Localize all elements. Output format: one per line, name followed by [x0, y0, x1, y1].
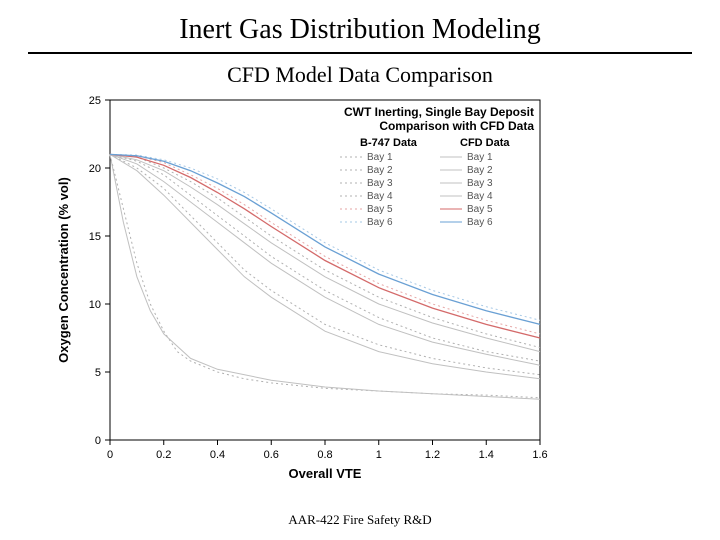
- legend-item-label: Bay 4: [467, 191, 493, 202]
- x-tick-label: 1.6: [532, 449, 547, 461]
- legend-item-label: Bay 6: [467, 217, 493, 228]
- plot-area: [110, 100, 540, 440]
- y-tick-label: 0: [95, 435, 101, 447]
- x-tick-label: 0.4: [210, 449, 225, 461]
- chart-title-line: CWT Inerting, Single Bay Deposit: [344, 105, 534, 119]
- legend-item-label: Bay 5: [467, 204, 493, 215]
- y-tick-label: 10: [89, 299, 101, 311]
- x-tick-label: 1: [376, 449, 382, 461]
- chart-container: 0 5 10 15 20 25 0 0.2 0.4 0.6 0.8 1 1.2 1.4 1.6 Overall…: [50, 90, 670, 500]
- legend-item-label: Bay 2: [467, 165, 493, 176]
- page-title: Inert Gas Distribution Modeling: [0, 14, 720, 46]
- subtitle: CFD Model Data Comparison: [0, 62, 720, 88]
- x-tick-label: 1.2: [425, 449, 440, 461]
- legend-item-label: Bay 6: [367, 217, 393, 228]
- x-tick-label: 1.4: [479, 449, 494, 461]
- legend-item-label: Bay 5: [367, 204, 393, 215]
- chart-svg: 0 5 10 15 20 25 0 0.2 0.4 0.6 0.8 1 1.2 1.4 1.6 Overall…: [50, 90, 670, 500]
- chart-title-line: Comparison with CFD Data: [379, 119, 534, 133]
- legend-item-label: Bay 2: [367, 165, 393, 176]
- legend-group-title: CFD Data: [460, 137, 510, 149]
- x-tick-label: 0.8: [317, 449, 332, 461]
- x-axis-label: Overall VTE: [289, 466, 362, 481]
- legend-item-label: Bay 1: [367, 152, 393, 163]
- y-tick-label: 20: [89, 163, 101, 175]
- y-tick-label: 25: [89, 95, 101, 107]
- legend-item-label: Bay 1: [467, 152, 493, 163]
- legend-item-label: Bay 3: [467, 178, 493, 189]
- legend-group-title: B-747 Data: [360, 137, 418, 149]
- footer-text: AAR-422 Fire Safety R&D: [0, 512, 720, 528]
- y-tick-label: 5: [95, 367, 101, 379]
- legend-item-label: Bay 3: [367, 178, 393, 189]
- slide: Inert Gas Distribution Modeling CFD Mode…: [0, 0, 720, 540]
- y-axis-label: Oxygen Concentration (% vol): [56, 177, 71, 363]
- x-tick-label: 0: [107, 449, 113, 461]
- y-tick-label: 15: [89, 231, 101, 243]
- x-tick-label: 0.2: [156, 449, 171, 461]
- x-tick-label: 0.6: [264, 449, 279, 461]
- legend-item-label: Bay 4: [367, 191, 393, 202]
- title-rule: [28, 52, 692, 54]
